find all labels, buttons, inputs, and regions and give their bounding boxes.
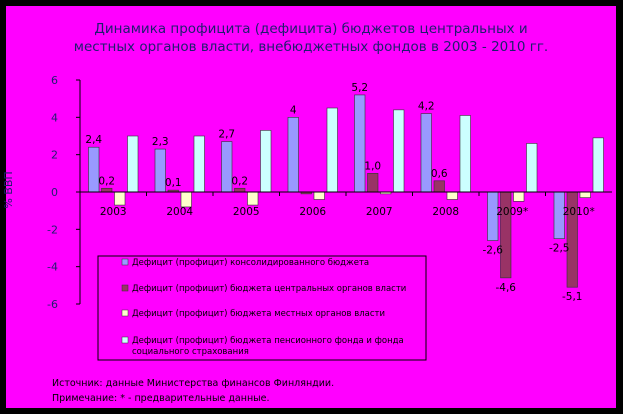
category-label-2005: 2005 — [233, 206, 260, 218]
y-tick-label: 2 — [51, 149, 58, 162]
y-tick-label: -4 — [47, 261, 58, 274]
legend: Дефицит (профицит) консолидированного бю… — [97, 255, 427, 361]
data-label-series-1-2008: 4,2 — [418, 101, 435, 113]
bar-series-2-2008 — [433, 180, 445, 193]
bar-series-3-2006 — [313, 191, 325, 200]
y-tick-label: 0 — [51, 186, 58, 199]
preliminary-note: Примечание: * - предварительные данные. — [52, 393, 270, 404]
chart-title-line-1: Динамика профицита (дефицита) бюджетов ц… — [94, 21, 527, 37]
bar-series-2-2007 — [367, 173, 379, 193]
bar-series-1-2007 — [354, 94, 366, 193]
category-label-2007: 2007 — [366, 206, 393, 218]
chart-title: Динамика профицита (дефицита) бюджетов ц… — [74, 21, 548, 55]
bar-series-2-2005 — [234, 187, 246, 193]
category-label-2009*: 2009* — [496, 206, 528, 218]
data-label-series-1-2005: 2,7 — [218, 129, 235, 141]
data-label-series-2-2009*: -4,6 — [496, 282, 517, 294]
legend-swatch-3 — [121, 309, 129, 317]
data-label-series-2-2007: 1,0 — [364, 160, 381, 172]
bar-series-4-2006 — [326, 107, 338, 193]
category-label-2003: 2003 — [100, 206, 127, 218]
data-label-series-2-2010*: -5,1 — [562, 291, 583, 303]
bar-series-4-2005 — [260, 130, 272, 193]
bar-series-2-2003 — [101, 187, 113, 193]
y-tick-label: -2 — [47, 223, 58, 236]
bar-series-3-2005 — [247, 191, 259, 206]
y-ticks-group: -6 -4 -2 0 2 4 6 — [47, 74, 80, 311]
category-label-2008: 2008 — [432, 206, 459, 218]
legend-swatch-1 — [121, 258, 129, 266]
data-labels-group: 2,4 2,3 2,7 4 5,2 4,2 -2,6 -2,5 0,2 0,1 0,2 1,0 0,6 -… — [85, 82, 582, 303]
category-label-2010*: 2010* — [563, 206, 595, 218]
legend-label-4-line-2: социального страхования — [132, 347, 249, 357]
y-axis-label: % ВВП — [2, 171, 15, 208]
bar-series-3-2010* — [579, 191, 591, 198]
category-labels-group: 2003 2004 2005 2006 2007 2008 2009* 2010* — [79, 192, 595, 218]
notes-group: Источник: данные Министерства финансов Ф… — [52, 378, 334, 404]
data-label-series-2-2003: 0,2 — [98, 175, 115, 187]
source-note: Источник: данные Министерства финансов Ф… — [52, 378, 334, 389]
bar-series-3-2009* — [513, 191, 525, 202]
data-label-series-2-2004: 0,1 — [165, 177, 182, 189]
bar-series-4-2009* — [526, 143, 538, 193]
data-label-series-2-2005: 0,2 — [231, 175, 248, 187]
legend-box — [97, 255, 427, 361]
y-tick-label: -6 — [47, 298, 58, 311]
data-label-series-1-2004: 2,3 — [152, 136, 169, 148]
bar-series-1-2008 — [420, 113, 432, 193]
legend-swatch-4 — [121, 336, 129, 344]
category-label-2004: 2004 — [166, 206, 193, 218]
data-label-series-1-2007: 5,2 — [351, 82, 368, 94]
legend-swatch-2 — [121, 284, 129, 292]
chart-title-line-2: местных органов власти, внебюджетных фон… — [74, 39, 548, 55]
legend-label-3: Дефицит (профицит) бюджета местных орган… — [132, 309, 385, 319]
data-label-series-2-2008: 0,6 — [431, 168, 448, 180]
bar-series-3-2008 — [446, 191, 458, 200]
bar-series-1-2006 — [287, 117, 299, 193]
bar-series-4-2007 — [393, 109, 405, 193]
data-label-series-1-2009*: -2,6 — [483, 245, 504, 257]
bar-series-4-2003 — [127, 135, 139, 193]
data-label-series-1-2003: 2,4 — [85, 134, 102, 146]
legend-label-4-line-1: Дефицит (профицит) бюджета пенсионного ф… — [132, 336, 404, 346]
data-label-series-1-2010*: -2,5 — [549, 243, 570, 255]
bar-series-4-2004 — [193, 135, 205, 193]
legend-label-2: Дефицит (профицит) бюджета центральных о… — [132, 284, 406, 294]
bar-series-2-2009* — [500, 191, 512, 279]
bar-series-4-2010* — [592, 137, 604, 193]
category-label-2006: 2006 — [299, 206, 326, 218]
legend-label-1: Дефицит (профицит) консолидированного бю… — [132, 258, 369, 268]
bars-group — [88, 94, 604, 288]
y-tick-label: 4 — [51, 111, 58, 124]
y-tick-label: 6 — [51, 74, 58, 87]
bar-series-3-2004 — [180, 191, 192, 208]
data-label-series-1-2006: 4 — [290, 104, 297, 116]
bar-series-3-2003 — [114, 191, 126, 206]
bar-series-4-2008 — [459, 115, 471, 193]
